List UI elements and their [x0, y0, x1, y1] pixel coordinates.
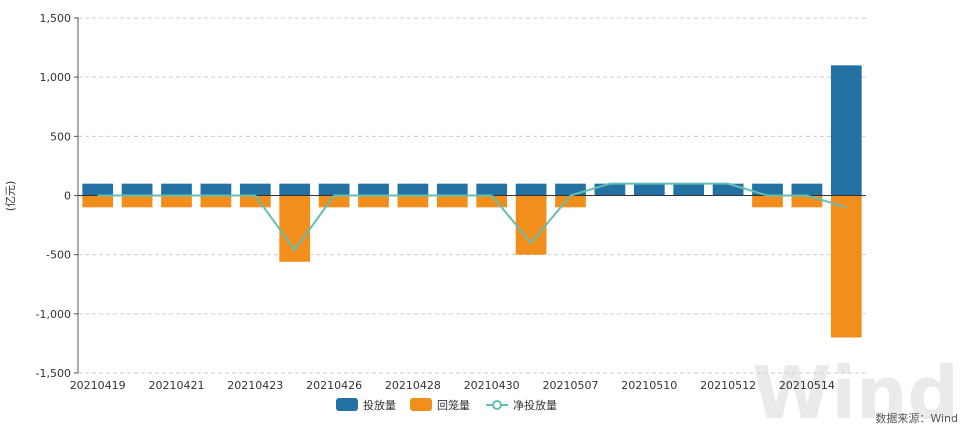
y-axis: 1,500 1,000 500 0 -500 -1,000 -1,500	[36, 12, 79, 380]
y-tick-label: -1,500	[36, 367, 71, 380]
bar-release	[673, 183, 705, 196]
x-axis: 20210419 20210421 20210423 20210426 20210428…	[70, 379, 835, 392]
bar-withdraw	[752, 195, 783, 208]
bars	[78, 65, 866, 338]
bar-release	[436, 183, 468, 196]
watermark: Wind	[752, 351, 959, 428]
bar-withdraw	[515, 195, 547, 255]
x-tick-label: 20210430	[464, 379, 520, 392]
y-tick-label: 0	[64, 190, 71, 203]
y-axis-unit-label: (亿元)	[4, 181, 17, 212]
bar-release	[633, 183, 665, 196]
bar-withdraw	[830, 195, 862, 338]
x-tick-label: 20210426	[306, 379, 362, 392]
bar-withdraw	[200, 195, 232, 208]
bar-withdraw	[791, 195, 823, 208]
x-tick-label: 20210428	[385, 379, 441, 392]
bar-release	[752, 183, 783, 196]
bar-release	[397, 183, 429, 196]
bar-withdraw	[358, 195, 389, 208]
bar-withdraw	[397, 195, 429, 208]
net-line-path	[97, 182, 847, 252]
legend-swatch-net-marker[interactable]	[492, 400, 502, 410]
legend-swatch-withdraw[interactable]	[410, 398, 432, 411]
bar-withdraw	[239, 195, 271, 208]
y-tick-label: -500	[46, 249, 71, 262]
bar-withdraw	[436, 195, 468, 208]
bar-withdraw	[279, 195, 311, 262]
bar-withdraw	[318, 195, 350, 208]
bar-release	[161, 183, 192, 196]
bar-withdraw	[121, 195, 153, 208]
x-tick-label: 20210507	[543, 379, 599, 392]
y-tick-label: -1,000	[36, 308, 71, 321]
legend-label-release[interactable]: 投放量	[363, 398, 396, 412]
x-tick-label: 20210423	[227, 379, 283, 392]
bar-release	[82, 183, 114, 196]
bar-release	[555, 183, 586, 196]
bar-withdraw	[82, 195, 114, 208]
bar-release	[791, 183, 823, 196]
bar-release	[239, 183, 271, 196]
source-label: 数据来源：Wind	[875, 411, 958, 425]
bar-release	[318, 183, 350, 196]
x-tick-label: 20210510	[621, 379, 677, 392]
x-tick-label: 20210512	[700, 379, 756, 392]
legend-swatch-release[interactable]	[336, 398, 358, 411]
bar-release	[830, 65, 862, 196]
x-tick-label: 20210419	[70, 379, 126, 392]
legend-label-net[interactable]: 净投放量	[513, 398, 557, 412]
bar-release	[279, 183, 311, 196]
y-tick-label: 1,000	[40, 71, 72, 84]
bar-release	[476, 183, 508, 196]
legend[interactable]: 投放量 回笼量 净投放量	[336, 398, 557, 412]
legend-label-withdraw[interactable]: 回笼量	[437, 398, 470, 412]
x-tick-label: 20210514	[779, 379, 835, 392]
grid	[78, 17, 866, 374]
x-tick-label: 20210421	[149, 379, 205, 392]
bar-release	[358, 183, 389, 196]
bar-release	[712, 183, 744, 196]
bar-release	[515, 183, 547, 196]
bar-release	[594, 183, 626, 196]
y-tick-label: 1,500	[40, 12, 72, 25]
bar-release	[121, 183, 153, 196]
bar-release	[200, 183, 232, 196]
y-tick-label: 500	[50, 130, 71, 143]
bar-withdraw	[555, 195, 586, 208]
net-line	[97, 182, 847, 252]
bar-withdraw	[161, 195, 192, 208]
bar-withdraw	[476, 195, 508, 208]
